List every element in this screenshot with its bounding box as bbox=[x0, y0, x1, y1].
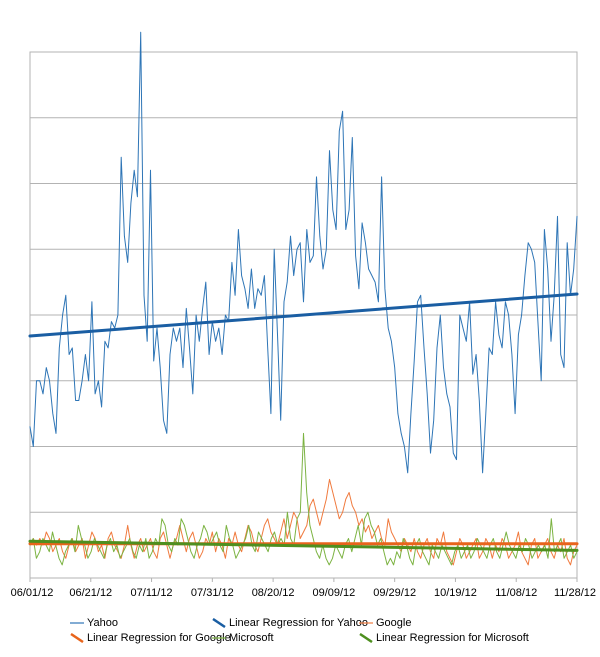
legend-label-linear-regression-google: Linear Regression for Google bbox=[87, 632, 231, 644]
gridlines bbox=[30, 117, 577, 513]
x-tick-label-6: 09/29/12 bbox=[373, 587, 416, 599]
legend-swatch-microsoft bbox=[212, 633, 226, 643]
legend-item-linear-regression-microsoft: Linear Regression for Microsoft bbox=[359, 632, 529, 644]
x-tick-label-4: 08/20/12 bbox=[252, 587, 295, 599]
legend-label-linear-regression-yahoo: Linear Regression for Yahoo bbox=[229, 617, 369, 629]
x-tick-label-2: 07/11/12 bbox=[131, 587, 173, 599]
legend: Yahoo Linear Regression for Yahoo Google… bbox=[0, 612, 600, 652]
x-tick-label-5: 09/09/12 bbox=[312, 587, 355, 599]
x-axis-ticks: 06/01/12 06/21/12 07/11/12 07/31/12 08/20/12… bbox=[11, 578, 596, 599]
series-line-linear-regression-for-yahoo bbox=[28, 292, 579, 338]
legend-swatch-linear-regression-microsoft bbox=[359, 633, 373, 643]
legend-swatch-linear-regression-yahoo bbox=[212, 618, 226, 628]
legend-item-linear-regression-google: Linear Regression for Google bbox=[70, 632, 231, 644]
legend-label-yahoo: Yahoo bbox=[87, 617, 118, 629]
legend-label-linear-regression-microsoft: Linear Regression for Microsoft bbox=[376, 632, 529, 644]
x-tick-label-7: 10/19/12 bbox=[434, 587, 477, 599]
series-line-linear-regression-for-microsoft bbox=[28, 539, 579, 552]
x-tick-label-0: 06/01/12 bbox=[11, 587, 54, 599]
legend-label-microsoft: Microsoft bbox=[229, 632, 274, 644]
x-tick-label-9: 11/28/12 bbox=[554, 587, 596, 599]
legend-label-google: Google bbox=[376, 617, 412, 629]
x-tick-label-1: 06/21/12 bbox=[69, 587, 112, 599]
legend-item-google: Google bbox=[359, 617, 411, 629]
legend-item-linear-regression-yahoo: Linear Regression for Yahoo bbox=[212, 617, 368, 629]
legend-swatch-yahoo bbox=[70, 618, 84, 628]
series-line-google bbox=[29, 478, 578, 566]
x-tick-label-3: 07/31/12 bbox=[191, 587, 234, 599]
series-line-microsoft bbox=[29, 432, 578, 566]
legend-item-yahoo: Yahoo bbox=[70, 617, 118, 629]
legend-item-microsoft: Microsoft bbox=[212, 632, 274, 644]
x-tick-label-8: 11/08/12 bbox=[495, 587, 537, 599]
series-line-yahoo bbox=[29, 31, 578, 474]
legend-swatch-linear-regression-google bbox=[70, 633, 84, 643]
legend-swatch-google bbox=[359, 618, 373, 628]
series-layer bbox=[28, 31, 579, 566]
line-chart: 06/01/12 06/21/12 07/11/12 07/31/12 08/20/12… bbox=[11, 31, 596, 599]
